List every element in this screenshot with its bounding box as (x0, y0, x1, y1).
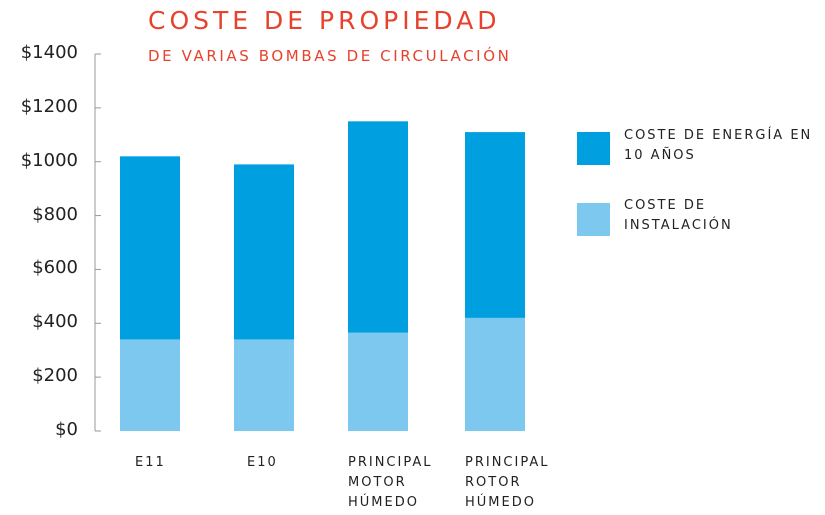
legend-swatch (577, 132, 610, 165)
chart-title: COSTE DE PROPIEDAD (148, 6, 501, 35)
bar-segment (120, 339, 180, 431)
x-tick-label: PRINCIPAL ROTOR HÚMEDO (465, 455, 550, 510)
bar-segment (120, 156, 180, 340)
y-tick-label: $0 (55, 419, 78, 440)
legend-swatch (577, 203, 610, 236)
chart-subtitle: DE VARIAS BOMBAS DE CIRCULACIÓN (148, 47, 512, 65)
y-tick-label: $1000 (20, 149, 78, 171)
x-tick-label: E11 (135, 455, 166, 470)
x-tick-label: PRINCIPAL MOTOR HÚMEDO (348, 455, 433, 510)
y-tick-label: $800 (32, 203, 78, 225)
bar-segment (234, 339, 294, 431)
bar-segment (465, 317, 525, 431)
y-tick-label: $400 (32, 311, 78, 333)
y-tick-label: $1200 (20, 95, 78, 117)
bar-segment (465, 132, 525, 318)
y-tick-label: $200 (32, 365, 78, 387)
bar-segment (348, 121, 408, 333)
legend-label: COSTE DE ENERGÍA EN 10 AÑOS (624, 128, 813, 163)
legend-label: COSTE DE INSTALACIÓN (624, 198, 733, 233)
y-tick-label: $600 (32, 257, 78, 279)
bar-segment (348, 332, 408, 431)
x-tick-label: E10 (247, 455, 278, 470)
bar-segment (234, 164, 294, 340)
y-tick-label: $1400 (20, 42, 78, 63)
